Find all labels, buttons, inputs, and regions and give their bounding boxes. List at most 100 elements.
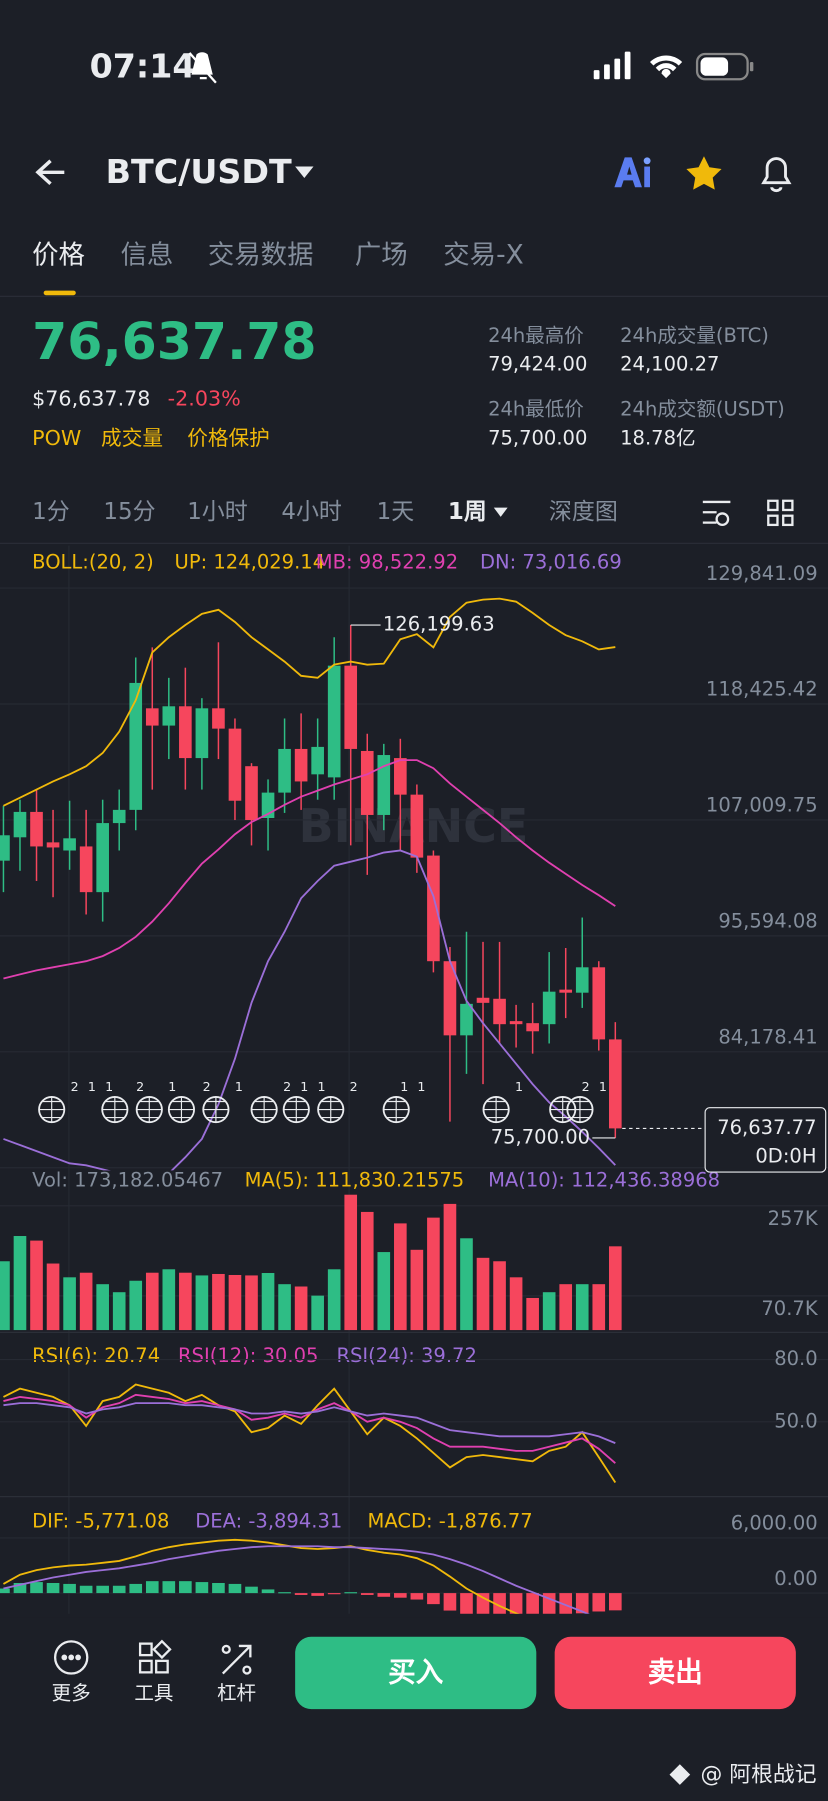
- volume-bar: [112, 1292, 126, 1331]
- sell-button[interactable]: [554, 1636, 796, 1710]
- y-tick-label: 80.0: [774, 1347, 817, 1370]
- event-marker-glyph: [136, 1096, 162, 1123]
- candle-body: [179, 706, 192, 759]
- candle-body: [493, 998, 506, 1025]
- tab[interactable]: 价格: [32, 240, 85, 271]
- interval[interactable]: 4小时: [281, 499, 342, 525]
- event-count: 1: [417, 1079, 425, 1094]
- macd-bar: [608, 1593, 622, 1611]
- candle-body: [129, 682, 143, 810]
- event-marker-glyph: [318, 1096, 344, 1123]
- candle-body: [526, 1023, 539, 1032]
- y-tick-label: 6,000.00: [731, 1512, 818, 1535]
- candle-body: [212, 708, 225, 729]
- interval[interactable]: 1天: [377, 499, 415, 525]
- buy-label[interactable]: 买入: [388, 1657, 444, 1689]
- legend: DEA: -3,894.31: [195, 1509, 342, 1532]
- layout-button[interactable]: [767, 499, 794, 527]
- interval[interactable]: 15分: [103, 499, 155, 525]
- y-tick-label: 84,178.41: [718, 1026, 817, 1049]
- candle-body: [427, 855, 440, 962]
- macd-bar: [96, 1585, 109, 1594]
- interval-active[interactable]: 1周: [448, 499, 487, 525]
- indicator-line: [3, 597, 616, 807]
- candle-body: [294, 748, 308, 782]
- tag[interactable]: POW: [32, 426, 81, 450]
- back-button[interactable]: [35, 159, 65, 186]
- candle-body: [460, 1003, 473, 1036]
- event-count: 2: [350, 1079, 358, 1094]
- macd-bar: [63, 1583, 76, 1594]
- tab[interactable]: 交易-X: [443, 240, 523, 271]
- candle-body: [13, 811, 27, 838]
- volume-bar: [608, 1246, 622, 1331]
- candle-body: [145, 708, 159, 726]
- interval[interactable]: 1分: [32, 499, 70, 525]
- volume-bar: [377, 1252, 391, 1331]
- interval[interactable]: 深度图: [549, 499, 618, 525]
- pair-title[interactable]: BTC/USDT: [106, 152, 292, 191]
- candle-body: [542, 991, 556, 1025]
- macd-bar: [13, 1582, 27, 1594]
- volume-bar: [129, 1280, 143, 1331]
- macd-bar: [327, 1593, 341, 1595]
- macd-bar: [212, 1582, 225, 1594]
- candle-body: [509, 1021, 523, 1025]
- interval-dropdown[interactable]: [493, 507, 508, 517]
- indicator-line: [3, 1402, 616, 1444]
- action-label[interactable]: 杠杆: [217, 1682, 256, 1705]
- volume-bar: [575, 1284, 589, 1331]
- volume-bar: [46, 1263, 60, 1331]
- stat-value: 79,424.00: [488, 353, 587, 376]
- candle-body: [327, 665, 341, 778]
- usd-price: $76,637.78: [32, 387, 150, 411]
- macd-bar: [145, 1581, 159, 1594]
- legend: RSI(12): 30.05: [178, 1344, 318, 1367]
- tools-button[interactable]: [138, 1639, 172, 1674]
- volume-bar: [559, 1284, 573, 1331]
- stat-value: 18.78亿: [620, 426, 695, 449]
- margin-button[interactable]: [221, 1644, 252, 1675]
- sell-label[interactable]: 卖出: [648, 1657, 703, 1689]
- pair-dropdown[interactable]: [295, 166, 314, 179]
- credit: @ 阿根战记: [701, 1763, 817, 1788]
- event-count: 1: [400, 1079, 408, 1094]
- volume-bar: [145, 1272, 159, 1331]
- volume-bar: [327, 1269, 341, 1331]
- macd-bar: [427, 1593, 440, 1605]
- ai-button[interactable]: [614, 157, 651, 188]
- candle-body: [476, 997, 490, 1003]
- volume-bar: [63, 1277, 76, 1331]
- tag[interactable]: 价格保护: [187, 426, 270, 450]
- tab[interactable]: 交易数据: [208, 240, 314, 271]
- volume-bar: [13, 1236, 27, 1331]
- stat-value: 75,700.00: [488, 426, 587, 449]
- candle-body: [245, 766, 258, 821]
- tag[interactable]: 成交量: [101, 426, 163, 450]
- candle-body: [344, 665, 358, 749]
- tab[interactable]: 广场: [355, 240, 408, 271]
- legend: RSI(6): 20.74: [32, 1344, 160, 1367]
- y-tick-label: 70.7K: [761, 1297, 818, 1320]
- volume-bar: [195, 1275, 209, 1331]
- volume-bar: [526, 1297, 539, 1331]
- legend: MA(10): 112,436.38968: [488, 1168, 720, 1191]
- y-tick-label: 257K: [768, 1207, 819, 1230]
- macd-bar: [460, 1593, 473, 1614]
- indicator-settings[interactable]: [702, 500, 731, 527]
- candle-body: [46, 842, 60, 848]
- action-label[interactable]: 更多: [52, 1682, 91, 1705]
- event-marker-glyph: [550, 1096, 576, 1123]
- y-tick-label: 0.00: [774, 1567, 817, 1590]
- more-button[interactable]: [53, 1640, 89, 1675]
- favorite-button[interactable]: [686, 156, 722, 190]
- alert-button[interactable]: [761, 157, 792, 193]
- y-tick-label: 118,425.42: [706, 678, 818, 701]
- action-label[interactable]: 工具: [134, 1682, 173, 1705]
- last-price: 76,637.78: [32, 312, 316, 371]
- tab[interactable]: 信息: [121, 240, 174, 271]
- buy-button[interactable]: [295, 1636, 537, 1710]
- interval[interactable]: 1小时: [187, 499, 248, 525]
- candle-body: [311, 746, 324, 775]
